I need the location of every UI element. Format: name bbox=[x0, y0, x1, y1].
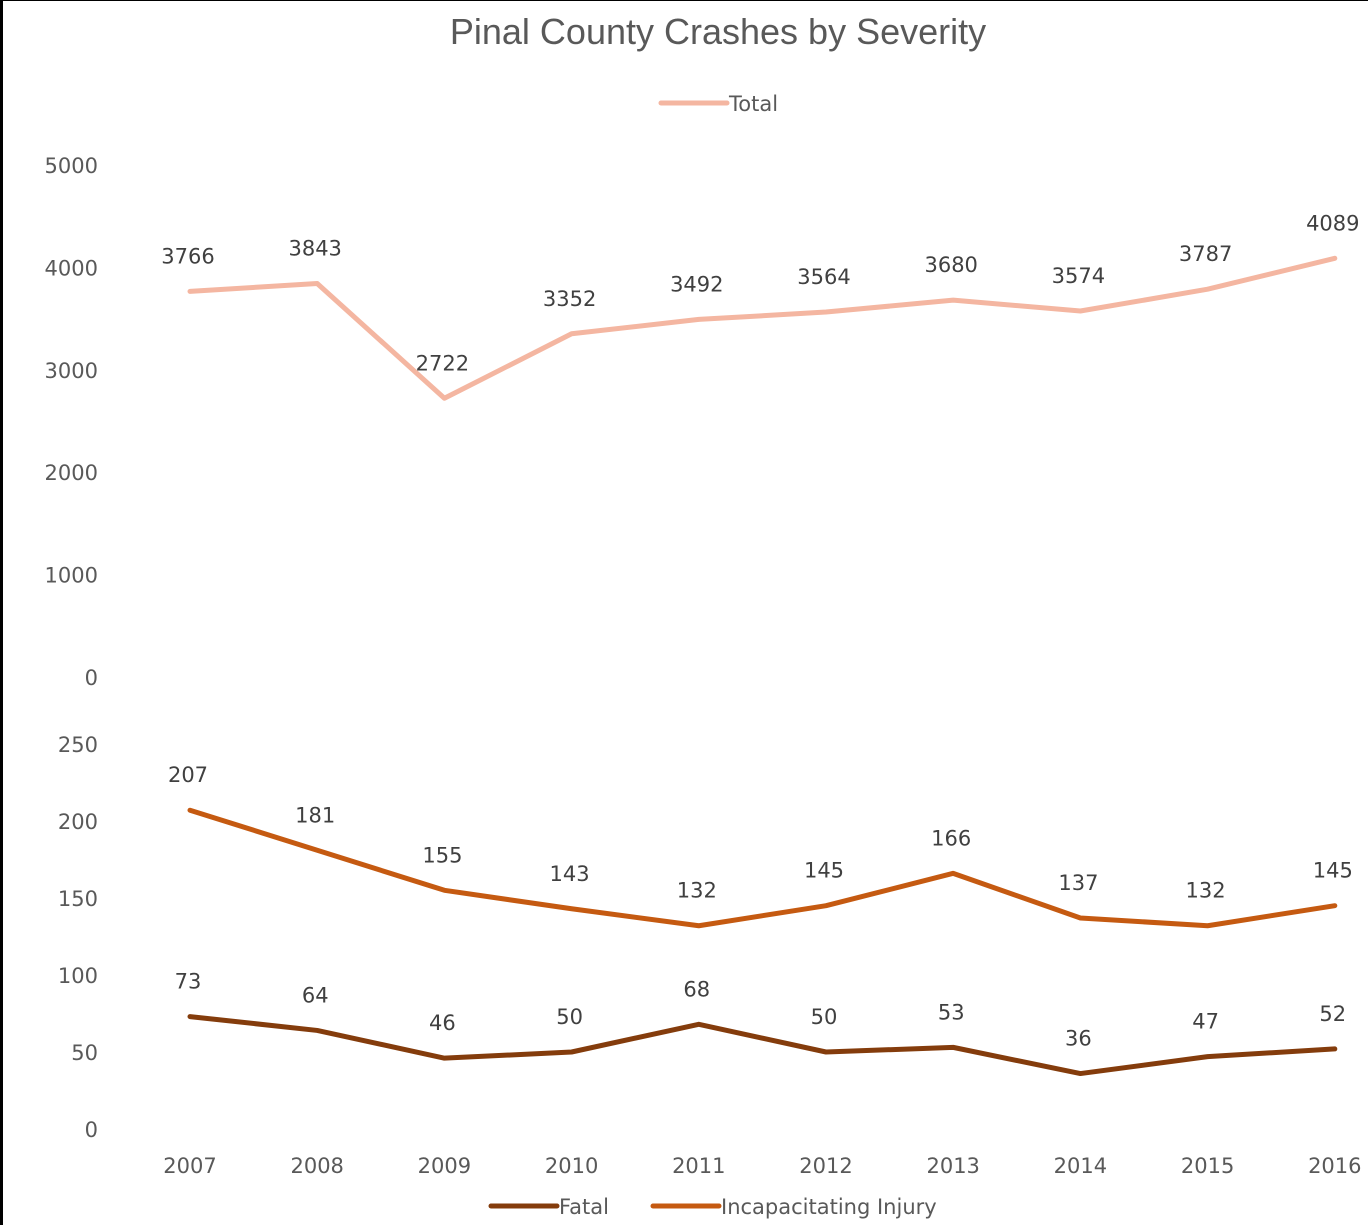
x-tick-label: 2010 bbox=[545, 1154, 598, 1178]
x-tick-label: 2011 bbox=[672, 1154, 725, 1178]
x-tick-label: 2016 bbox=[1308, 1154, 1361, 1178]
series-line-incapacitating-injury bbox=[187, 807, 1338, 929]
x-tick-label: 2009 bbox=[418, 1154, 471, 1178]
data-label: 52 bbox=[1319, 1002, 1346, 1026]
data-label: 36 bbox=[1065, 1027, 1092, 1051]
legend-label: Fatal bbox=[559, 1195, 609, 1219]
legend-bottom: Fatal Incapacitating Injury bbox=[488, 1195, 937, 1219]
data-label: 73 bbox=[175, 970, 202, 994]
data-label: 145 bbox=[804, 859, 844, 883]
x-tick-label: 2008 bbox=[290, 1154, 343, 1178]
data-label: 47 bbox=[1192, 1010, 1219, 1034]
series-line-total bbox=[187, 255, 1338, 401]
y-tick-label: 250 bbox=[58, 733, 98, 757]
data-label: 68 bbox=[683, 977, 710, 1001]
y-tick-label: 150 bbox=[58, 887, 98, 911]
y-tick-label: 0 bbox=[85, 1118, 98, 1142]
chart-title: Pinal County Crashes by Severity bbox=[450, 11, 986, 52]
data-label: 155 bbox=[422, 843, 462, 867]
data-label: 3574 bbox=[1052, 264, 1105, 288]
chart-svg: Pinal County Crashes by Severity Total 0… bbox=[45, 11, 1362, 1219]
y-tick-label: 2000 bbox=[45, 461, 98, 485]
y-tick-label: 0 bbox=[85, 666, 98, 690]
data-label: 4089 bbox=[1306, 211, 1359, 235]
data-label: 53 bbox=[938, 1000, 965, 1024]
data-label: 50 bbox=[556, 1005, 583, 1029]
legend-label: Total bbox=[728, 92, 778, 116]
data-label: 3680 bbox=[924, 253, 977, 277]
x-tick-label: 2014 bbox=[1054, 1154, 1107, 1178]
data-label: 137 bbox=[1058, 871, 1098, 895]
data-label: 64 bbox=[302, 983, 329, 1007]
x-tick-label: 2007 bbox=[163, 1154, 216, 1178]
data-label: 166 bbox=[931, 826, 971, 850]
data-label: 145 bbox=[1313, 859, 1353, 883]
series-group bbox=[187, 255, 1338, 1077]
series-line-fatal bbox=[187, 1014, 1338, 1077]
y-tick-label: 50 bbox=[71, 1041, 98, 1065]
data-label: 3766 bbox=[161, 244, 214, 268]
data-label: 3787 bbox=[1179, 242, 1232, 266]
legend-top: Total bbox=[658, 92, 778, 116]
x-axis: 2007 2008 2009 2010 2011 2012 2013 2014 2015 2016 bbox=[163, 1154, 1361, 1178]
y-tick-label: 200 bbox=[58, 810, 98, 834]
y-tick-label: 5000 bbox=[45, 154, 98, 178]
x-tick-label: 2013 bbox=[926, 1154, 979, 1178]
data-label: 2722 bbox=[416, 351, 469, 375]
y-axis-bottom: 0 50 100 150 200 250 bbox=[58, 733, 98, 1142]
data-label: 181 bbox=[295, 803, 335, 827]
x-tick-label: 2012 bbox=[799, 1154, 852, 1178]
data-label: 3564 bbox=[797, 265, 850, 289]
y-tick-label: 1000 bbox=[45, 564, 98, 588]
data-labels: 3766 3843 2722 3352 3492 3564 3680 3574 3787 4089… bbox=[161, 211, 1359, 1050]
data-label: 46 bbox=[429, 1011, 456, 1035]
data-label: 143 bbox=[550, 862, 590, 886]
data-label: 3492 bbox=[670, 272, 723, 296]
y-tick-label: 3000 bbox=[45, 359, 98, 383]
y-tick-label: 4000 bbox=[45, 256, 98, 280]
data-label: 132 bbox=[1186, 879, 1226, 903]
data-label: 3843 bbox=[288, 236, 341, 260]
y-tick-label: 100 bbox=[58, 964, 98, 988]
x-tick-label: 2015 bbox=[1181, 1154, 1234, 1178]
data-label: 50 bbox=[811, 1005, 838, 1029]
data-label: 207 bbox=[168, 763, 208, 787]
legend-label: Incapacitating Injury bbox=[721, 1195, 937, 1219]
data-label: 132 bbox=[677, 879, 717, 903]
y-axis-top: 0 1000 2000 3000 4000 5000 bbox=[45, 154, 98, 690]
data-label: 3352 bbox=[543, 287, 596, 311]
